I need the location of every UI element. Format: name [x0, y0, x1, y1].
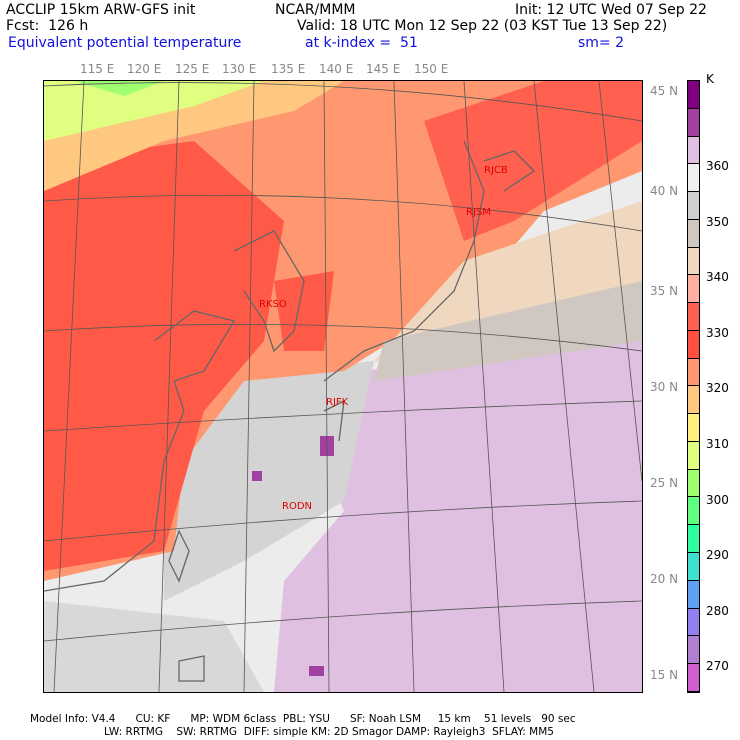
valid-time: Valid: 18 UTC Mon 12 Sep 22 (03 KST Tue … — [297, 18, 668, 34]
colorbar-swatch — [688, 136, 699, 165]
longitude-label: 125 E — [175, 62, 210, 76]
init-time: Init: 12 UTC Wed 07 Sep 22 — [515, 2, 707, 18]
colorbar-swatch — [688, 497, 699, 526]
longitude-label: 115 E — [80, 62, 115, 76]
colorbar-swatch — [688, 275, 699, 304]
colorbar-label: 300 — [706, 492, 729, 507]
colorbar-swatch — [688, 664, 699, 692]
colorbar-label: 330 — [706, 325, 729, 340]
colorbar-label: 360 — [706, 159, 729, 173]
latitude-label: 45 N — [650, 84, 679, 98]
station-label: RKSO — [259, 299, 287, 310]
colorbar-swatch — [688, 358, 699, 387]
colorbar-swatch — [688, 330, 699, 359]
colorbar-swatch — [688, 386, 699, 415]
colorbar-swatch — [688, 164, 699, 193]
latitude-label: 25 N — [650, 476, 679, 490]
model-info-line1: Model Info: V4.4 CU: KF MP: WDM 6class P… — [30, 713, 576, 725]
level-label: at k-index = 51 — [305, 35, 418, 51]
colorbar-swatch — [688, 525, 699, 554]
station-label: RJCB — [484, 165, 508, 176]
station-label: RODN — [282, 501, 312, 512]
colorbar-unit: K — [706, 72, 714, 86]
colorbar-label: 320 — [706, 381, 729, 396]
colorbar-label: 310 — [706, 437, 729, 451]
longitude-label: 135 E — [271, 62, 306, 76]
colorbar-swatch — [688, 553, 699, 581]
model-info-line2: LW: RRTMG SW: RRTMG DIFF: simple KM: 2D … — [104, 726, 554, 738]
colorbar-swatch — [688, 247, 699, 276]
colorbar-label: 340 — [706, 270, 729, 285]
colorbar — [687, 80, 700, 693]
latitude-label: 40 N — [650, 184, 679, 198]
field-name: Equivalent potential temperature — [8, 35, 242, 51]
station-label: RJFK — [326, 397, 349, 408]
colorbar-label: 290 — [706, 548, 729, 563]
colorbar-label: 350 — [706, 214, 729, 229]
colorbar-swatch — [688, 441, 699, 470]
map-panel: RJCB RJSM RKSO RJFK RODN — [43, 80, 643, 693]
latitude-label: 30 N — [650, 380, 679, 394]
center-label: NCAR/MMM — [275, 2, 356, 18]
colorbar-swatch — [688, 192, 699, 220]
colorbar-swatch — [688, 414, 699, 442]
colorbar-swatch — [688, 469, 699, 498]
longitude-label: 150 E — [414, 62, 449, 76]
longitude-label: 145 E — [366, 62, 401, 76]
run-title: ACCLIP 15km ARW-GFS init — [6, 2, 196, 18]
colorbar-swatch — [688, 108, 699, 137]
colorbar-swatch — [688, 580, 699, 609]
latitude-label: 20 N — [650, 572, 679, 586]
colorbar-swatch — [688, 636, 699, 665]
smoothing-label: sm= 2 — [578, 35, 625, 51]
longitude-label: 120 E — [127, 62, 162, 76]
latitude-label: 15 N — [650, 668, 679, 682]
longitude-label: 130 E — [222, 62, 257, 76]
colorbar-label: 280 — [706, 603, 729, 618]
colorbar-swatch — [688, 303, 699, 331]
colorbar-swatch — [688, 81, 699, 109]
longitude-label: 140 E — [319, 62, 354, 76]
station-label: RJSM — [466, 207, 491, 218]
latitude-label: 35 N — [650, 284, 679, 298]
colorbar-swatch — [688, 219, 699, 248]
forecast-hour: Fcst: 126 h — [6, 18, 89, 34]
colorbar-swatch — [688, 608, 699, 637]
colorbar-label: 270 — [706, 659, 729, 674]
